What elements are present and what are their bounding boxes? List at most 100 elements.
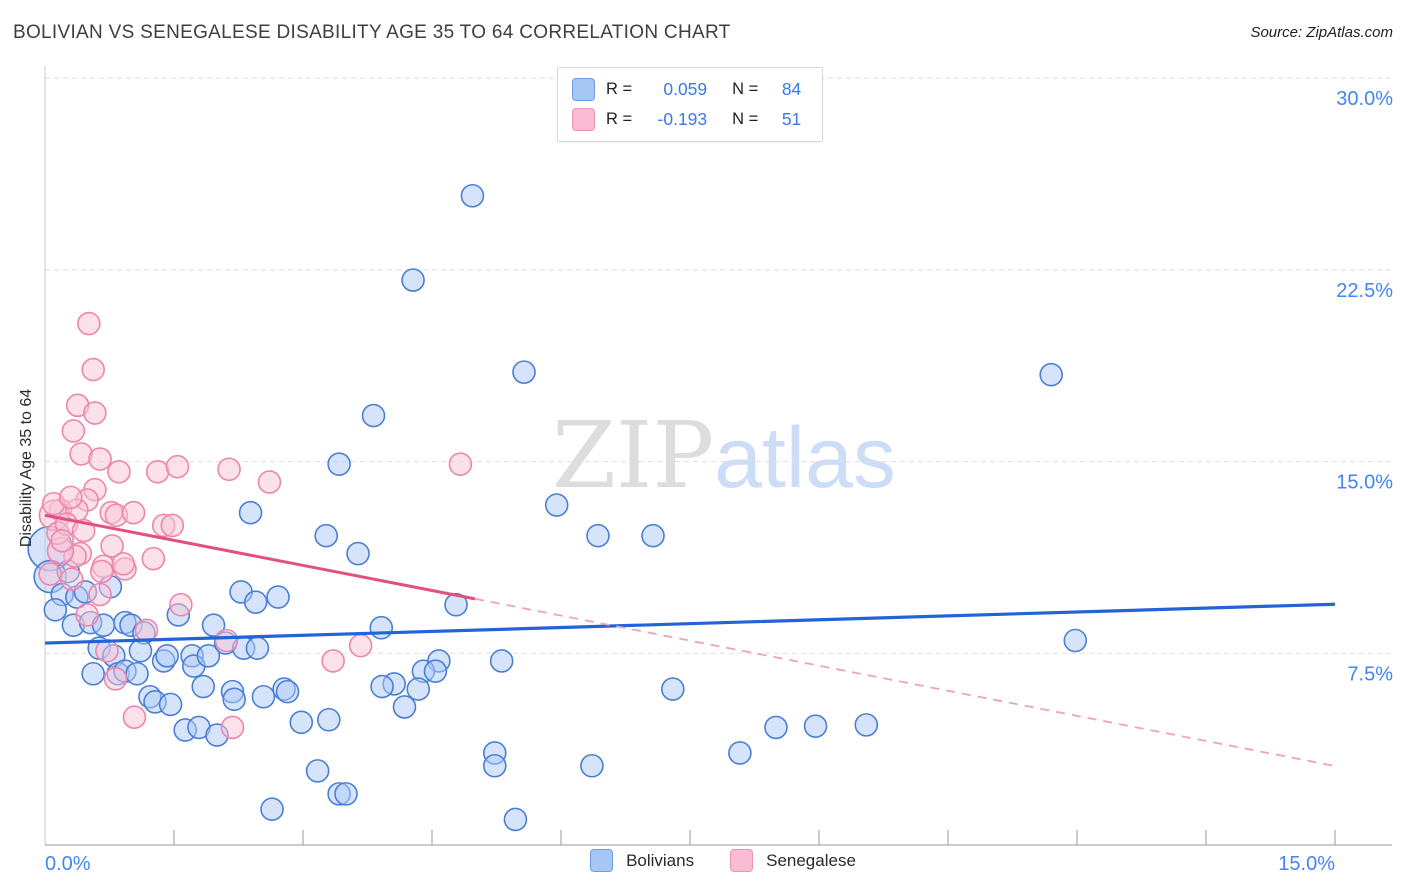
scatter-point-bolivians[interactable]	[266, 585, 290, 609]
scatter-point-bolivians[interactable]	[346, 541, 370, 566]
scatter-point-bolivians[interactable]	[196, 644, 221, 668]
scatter-point-bolivians[interactable]	[854, 713, 879, 737]
scatter-point-bolivians[interactable]	[201, 613, 226, 637]
scatter-point-bolivians[interactable]	[489, 649, 514, 673]
scatter-point-senegalese[interactable]	[59, 485, 83, 510]
x-axis-tick-label: 15.0%	[1278, 853, 1335, 875]
scatter-point-bolivians[interactable]	[128, 638, 153, 663]
scatter-point-bolivians[interactable]	[245, 636, 270, 660]
scatter-point-bolivians[interactable]	[289, 710, 314, 735]
scatter-point-senegalese[interactable]	[220, 715, 245, 740]
watermark: ZIPatlas	[552, 402, 896, 509]
scatter-point-bolivians[interactable]	[334, 782, 358, 806]
scatter-point-bolivians[interactable]	[580, 753, 604, 778]
scatter-point-senegalese[interactable]	[50, 529, 75, 553]
scatter-point-senegalese[interactable]	[38, 562, 62, 586]
scatter-point-senegalese[interactable]	[165, 454, 190, 479]
y-axis-title: Disability Age 35 to 64	[18, 388, 35, 548]
scatter-point-bolivians[interactable]	[43, 598, 68, 622]
scatter-point-bolivians[interactable]	[401, 268, 425, 292]
scatter-point-senegalese[interactable]	[81, 357, 105, 382]
scatter-point-bolivians[interactable]	[158, 692, 183, 717]
scatter-point-senegalese[interactable]	[160, 513, 185, 538]
scatter-point-bolivians[interactable]	[155, 644, 179, 668]
scatter-point-senegalese[interactable]	[77, 311, 101, 336]
scatter-point-senegalese[interactable]	[169, 592, 193, 617]
x-axis-tick-label: 0.0%	[45, 853, 91, 875]
scatter-point-senegalese[interactable]	[145, 460, 170, 484]
n-value-bolivians: 84	[781, 79, 802, 99]
scatter-point-bolivians[interactable]	[503, 807, 528, 832]
scatter-point-bolivians[interactable]	[314, 523, 339, 548]
y-axis-tick-label: 7.5%	[1347, 663, 1393, 685]
scatter-point-bolivians[interactable]	[327, 452, 351, 476]
scatter-point-senegalese[interactable]	[257, 470, 282, 494]
n-label: N =	[732, 80, 759, 98]
scatter-point-bolivians[interactable]	[316, 707, 341, 732]
page-title: BOLIVIAN VS SENEGALESE DISABILITY AGE 35…	[13, 22, 731, 43]
scatter-point-senegalese[interactable]	[83, 401, 107, 425]
scatter-point-bolivians[interactable]	[251, 684, 276, 709]
scatter-point-bolivians[interactable]	[1063, 628, 1088, 653]
scatter-point-bolivians[interactable]	[660, 677, 685, 701]
trend-line-senegalese-fit	[44, 513, 476, 601]
scatter-point-bolivians[interactable]	[423, 659, 448, 683]
scatter-point-senegalese[interactable]	[107, 460, 131, 484]
scatter-point-senegalese[interactable]	[321, 649, 345, 673]
scatter-point-senegalese[interactable]	[121, 500, 146, 525]
y-axis-tick-label: 30.0%	[1336, 88, 1393, 110]
series-legend: Bolivians Senegalese	[0, 849, 1406, 872]
scatter-point-bolivians[interactable]	[1039, 362, 1063, 387]
scatter-point-senegalese[interactable]	[134, 618, 159, 643]
senegalese-swatch-icon	[572, 108, 595, 131]
scatter-point-bolivians[interactable]	[370, 674, 394, 699]
scatter-point-bolivians[interactable]	[482, 753, 507, 778]
scatter-point-bolivians[interactable]	[641, 523, 665, 548]
scatter-point-senegalese[interactable]	[95, 638, 119, 663]
scatter-point-senegalese[interactable]	[89, 559, 114, 584]
scatter-point-bolivians[interactable]	[406, 677, 431, 701]
scatter-point-bolivians[interactable]	[512, 360, 536, 384]
scatter-point-bolivians[interactable]	[238, 500, 263, 525]
scatter-point-bolivians[interactable]	[260, 797, 284, 822]
scatter-point-bolivians[interactable]	[243, 590, 268, 614]
scatter-point-senegalese[interactable]	[448, 452, 473, 476]
r-label: R =	[606, 80, 633, 98]
scatter-point-bolivians[interactable]	[361, 403, 386, 428]
scatter-point-senegalese[interactable]	[61, 419, 86, 443]
trend-line-senegalese-fit-extrapolated	[474, 597, 1336, 767]
bolivians-swatch-icon	[572, 78, 595, 101]
scatter-point-bolivians[interactable]	[586, 523, 610, 548]
scatter-point-senegalese[interactable]	[59, 567, 84, 591]
scatter-point-bolivians[interactable]	[392, 695, 417, 719]
r-value-bolivians: 0.059	[663, 79, 708, 99]
scatter-point-senegalese[interactable]	[103, 667, 128, 691]
scatter-point-bolivians[interactable]	[369, 615, 394, 640]
scatter-point-senegalese[interactable]	[122, 705, 147, 729]
correlation-legend: R = 0.059 N = 84 R = -0.193 N = 51	[557, 67, 823, 142]
scatter-point-senegalese[interactable]	[214, 628, 239, 653]
scatter-point-senegalese[interactable]	[141, 546, 166, 571]
scatter-point-bolivians[interactable]	[191, 674, 216, 699]
scatter-point-senegalese[interactable]	[100, 534, 124, 558]
scatter-point-bolivians[interactable]	[764, 715, 788, 740]
series-legend-label: Bolivians	[626, 850, 695, 870]
scatter-point-senegalese[interactable]	[88, 582, 112, 607]
scatter-point-bolivians[interactable]	[728, 741, 752, 765]
scatter-point-senegalese[interactable]	[75, 603, 99, 627]
scatter-point-bolivians[interactable]	[125, 661, 149, 686]
scatter-point-senegalese[interactable]	[111, 552, 136, 576]
y-axis-tick-label: 22.5%	[1336, 280, 1393, 302]
scatter-point-senegalese[interactable]	[217, 457, 241, 482]
scatter-point-senegalese[interactable]	[88, 447, 112, 471]
scatter-point-bolivians[interactable]	[803, 714, 828, 738]
scatter-point-bolivians[interactable]	[460, 183, 485, 208]
scatter-point-senegalese[interactable]	[348, 633, 373, 658]
scatter-point-bolivians[interactable]	[222, 687, 246, 712]
scatter-point-bolivians[interactable]	[81, 661, 105, 686]
scatter-point-bolivians[interactable]	[544, 493, 569, 517]
scatter-point-bolivians[interactable]	[305, 759, 330, 783]
scatter-point-bolivians[interactable]	[275, 679, 300, 704]
n-label: N =	[732, 110, 759, 128]
